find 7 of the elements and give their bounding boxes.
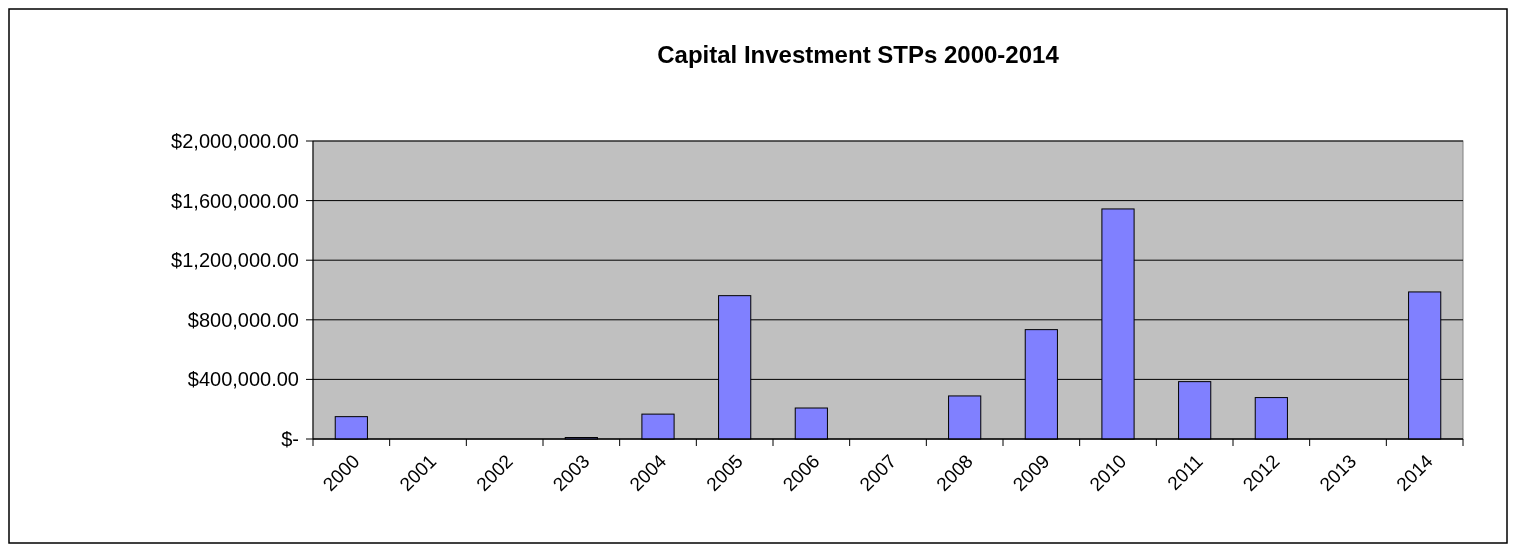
chart-title: Capital Investment STPs 2000-2014 — [657, 41, 1060, 68]
y-tick-label: $- — [281, 428, 299, 450]
y-tick-label: $1,600,000.00 — [171, 189, 299, 212]
y-tick-label: $1,200,000.00 — [171, 249, 299, 272]
y-tick-label: $800,000.00 — [187, 308, 299, 331]
y-tick-label: $2,000,000.00 — [171, 130, 299, 152]
y-tick-label: $400,000.00 — [187, 368, 299, 391]
